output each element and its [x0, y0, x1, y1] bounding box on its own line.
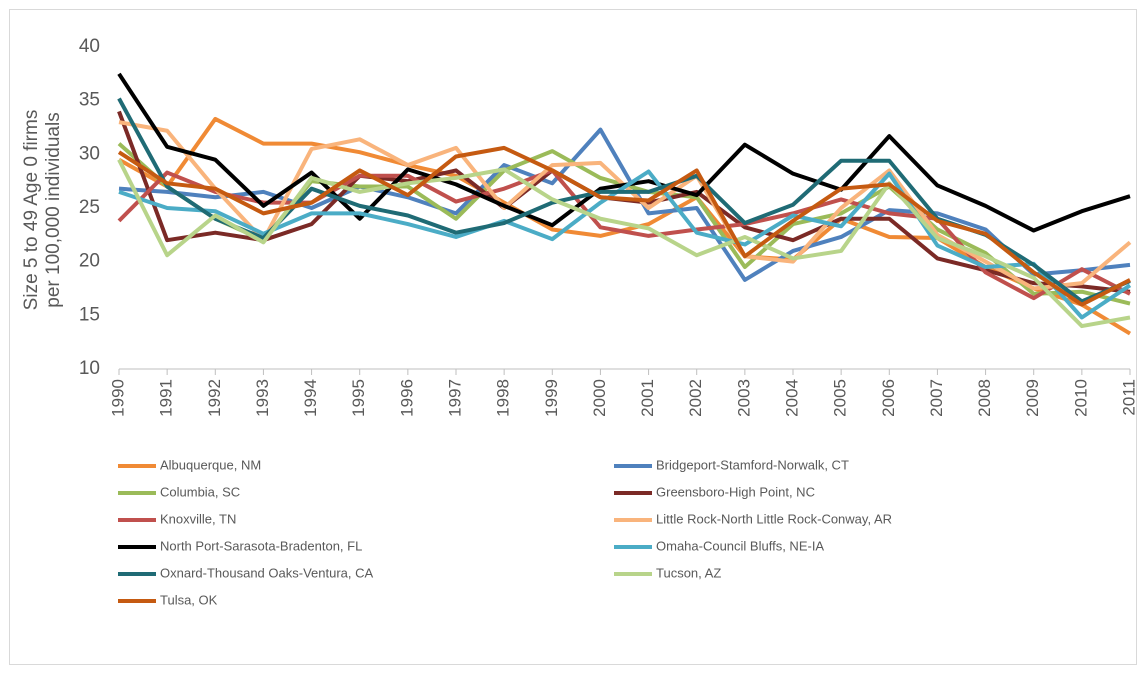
- legend-label: Oxnard-Thousand Oaks-Ventura, CA: [160, 565, 373, 580]
- series-line: [117, 158, 1131, 329]
- x-tick-label: 2004: [782, 379, 801, 417]
- x-tick-label: 2001: [638, 379, 657, 417]
- x-tick-label: 2011: [1119, 379, 1138, 416]
- x-tick-label: 2002: [686, 379, 705, 417]
- legend-label: Greensboro-High Point, NC: [656, 484, 815, 499]
- legend-label: Little Rock-North Little Rock-Conway, AR: [656, 511, 892, 526]
- legend-label: Knoxville, TN: [160, 511, 236, 526]
- y-axis-label: Size 5 to 49 Age 0 firms: [21, 110, 42, 311]
- legend-label: Columbia, SC: [160, 484, 240, 499]
- y-tick-label: 20: [79, 251, 100, 272]
- x-tick-label: 1996: [397, 379, 416, 417]
- series-line: [117, 145, 1131, 307]
- x-tick-label: 1990: [108, 379, 127, 417]
- legend-label: Tucson, AZ: [656, 565, 721, 580]
- x-tick-label: 2009: [1023, 379, 1042, 417]
- x-tick-label: 1992: [205, 379, 224, 417]
- x-tick-label: 1991: [157, 379, 176, 417]
- x-tick-label: 2008: [975, 379, 994, 417]
- legend-label: North Port-Sarasota-Bradenton, FL: [160, 538, 362, 553]
- y-tick-label: 35: [79, 90, 100, 111]
- legend-label: Tulsa, OK: [160, 592, 218, 607]
- legend-label: Omaha-Council Bluffs, NE-IA: [656, 538, 824, 553]
- x-tick-label: 1994: [301, 379, 320, 417]
- y-tick-label: 40: [79, 36, 100, 57]
- x-tick-label: 1997: [445, 379, 464, 417]
- x-tick-label: 2000: [590, 379, 609, 417]
- x-tick-label: 2006: [879, 379, 898, 417]
- y-tick-label: 25: [79, 197, 100, 218]
- series-line: [118, 127, 1131, 282]
- legend-label: Albuquerque, NM: [160, 457, 261, 472]
- x-tick-label: 1995: [349, 379, 368, 417]
- x-tick-label: 2007: [927, 379, 946, 417]
- x-tick-label: 1998: [494, 379, 513, 417]
- series-line: [118, 169, 1132, 320]
- y-tick-label: 15: [79, 304, 100, 325]
- y-axis-label: per 100,000 individuals: [43, 112, 64, 307]
- x-tick-label: 2005: [831, 379, 850, 417]
- y-tick-label: 30: [79, 143, 100, 164]
- x-tick-label: 2003: [734, 379, 753, 417]
- x-tick-label: 2010: [1071, 379, 1090, 417]
- x-tick-label: 1993: [253, 379, 272, 417]
- legend-label: Bridgeport-Stamford-Norwalk, CT: [656, 457, 849, 472]
- y-tick-label: 10: [79, 358, 100, 379]
- x-tick-label: 1999: [542, 379, 561, 417]
- chart-border: [9, 9, 1137, 665]
